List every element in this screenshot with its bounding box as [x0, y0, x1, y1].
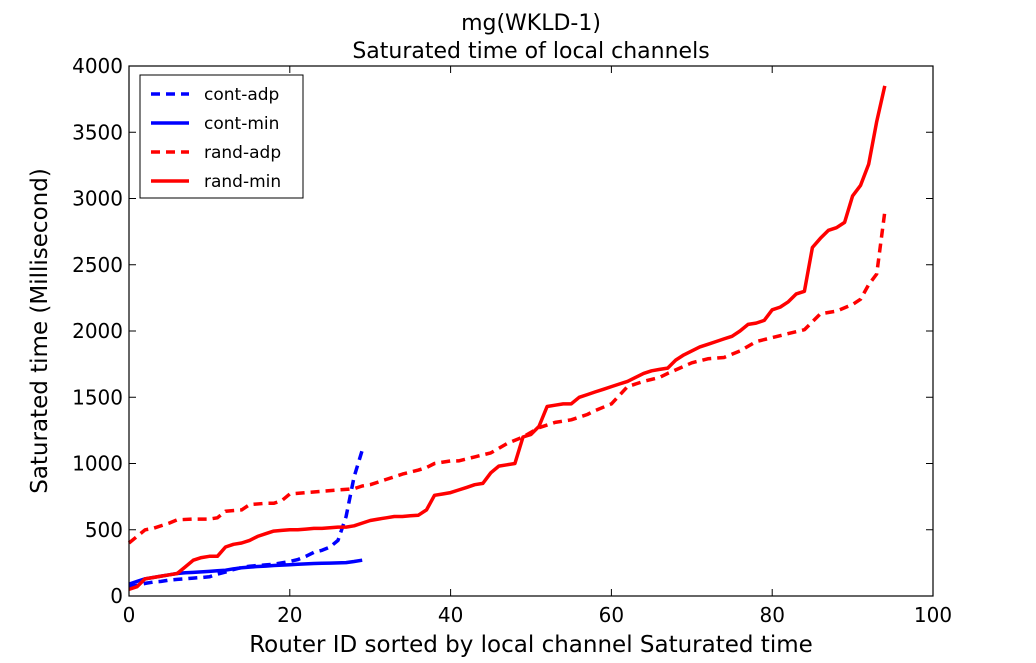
legend: cont-adp cont-min rand-adp rand-min	[139, 74, 304, 199]
legend-label-cont-min: cont-min	[204, 114, 279, 134]
legend-label-cont-adp: cont-adp	[204, 85, 279, 105]
y-tick-label: 2000	[72, 319, 123, 343]
series-layer	[127, 85, 887, 592]
x-tick-label: 0	[123, 603, 136, 627]
legend-items: cont-adp cont-min rand-adp rand-min	[151, 85, 281, 192]
series-line-rand-min	[128, 85, 887, 592]
y-tick-label: 0	[110, 584, 123, 608]
y-tick-label: 1000	[72, 452, 123, 476]
chart-subtitle: Saturated time of local channels	[352, 39, 709, 64]
y-tick-label: 3000	[72, 187, 123, 211]
x-tick-label: 100	[914, 603, 952, 627]
x-tick-label: 60	[599, 603, 624, 627]
legend-label-rand-adp: rand-adp	[204, 143, 281, 163]
chart-title: mg(WKLD-1)	[461, 11, 601, 36]
x-axis-title: Router ID sorted by local channel Satura…	[249, 632, 813, 658]
legend-label-rand-min: rand-min	[204, 172, 281, 192]
y-tick-label: 500	[85, 518, 123, 542]
axis-ticks: 0 20 40 60 80 1000500100015002000250030003500…	[72, 54, 952, 627]
y-axis-title: Saturated time (Millisecond)	[27, 168, 53, 494]
x-tick-label: 40	[438, 603, 463, 627]
x-tick-label: 80	[759, 603, 784, 627]
series-line-rand-adp	[127, 211, 887, 545]
y-tick-label: 1500	[72, 385, 123, 409]
y-tick-label: 4000	[72, 54, 123, 78]
series-line-cont-adp	[128, 449, 364, 589]
x-tick-label: 20	[277, 603, 302, 627]
y-tick-label: 3500	[72, 120, 123, 144]
y-tick-label: 2500	[72, 253, 123, 277]
